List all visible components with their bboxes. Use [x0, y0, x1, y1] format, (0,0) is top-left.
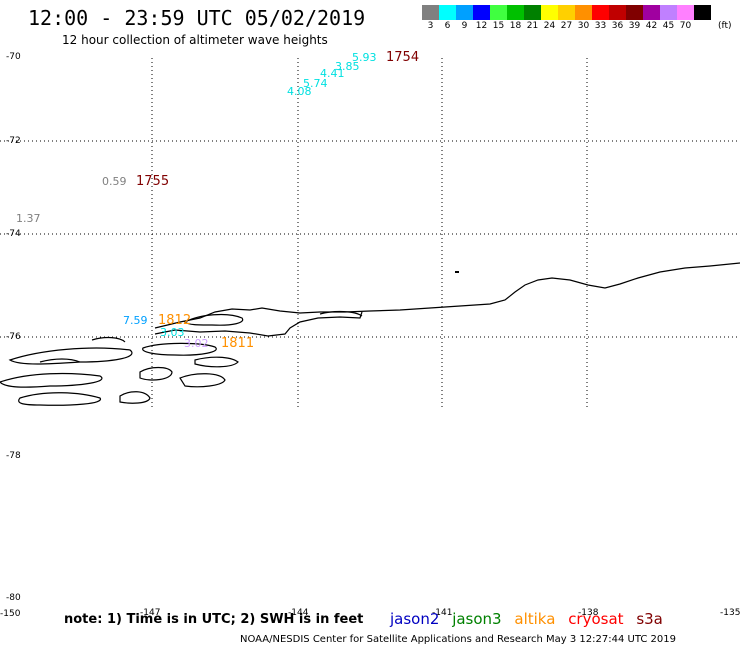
units-note: note: 1) Time is in UTC; 2) SWH is in fe… — [64, 612, 364, 627]
color-swatch — [473, 5, 490, 20]
color-swatch — [643, 5, 660, 20]
lat-label: -74 — [6, 229, 21, 239]
map-subtitle: 12 hour collection of altimeter wave hei… — [62, 33, 328, 47]
scale-label: 15 — [492, 21, 505, 31]
lat-label: -78 — [6, 451, 21, 461]
color-swatch — [524, 5, 541, 20]
wave-height-label: 3.03 — [160, 326, 185, 339]
scale-label: 30 — [577, 21, 590, 31]
coastline-main — [154, 262, 740, 329]
wave-height-label: 4.08 — [287, 85, 312, 98]
satellite-name: cryosat — [568, 610, 624, 628]
color-scale-bar — [422, 5, 711, 20]
satellite-name: altika — [514, 610, 556, 628]
scale-label: 9 — [461, 21, 468, 31]
color-swatch — [626, 5, 643, 20]
footer-credit: NOAA/NESDIS Center for Satellite Applica… — [240, 634, 676, 645]
color-swatch — [541, 5, 558, 20]
scale-label: 18 — [509, 21, 522, 31]
scale-label: 36 — [611, 21, 624, 31]
color-swatch — [660, 5, 677, 20]
scale-label: 21 — [526, 21, 539, 31]
wave-height-label: 7.59 — [123, 314, 148, 327]
island-12 — [319, 310, 363, 317]
wave-height-label: 3.85 — [335, 60, 360, 73]
wave-height-label: 5.93 — [352, 51, 377, 64]
scale-unit: (ft) — [718, 21, 732, 31]
wave-height-label: 3.02 — [184, 337, 209, 350]
lon-label: -135 — [720, 608, 740, 618]
wave-height-label: 1.37 — [16, 212, 41, 225]
lat-label: -76 — [6, 332, 21, 342]
island-3 — [8, 347, 133, 365]
island-2 — [142, 342, 217, 356]
satellite-legend: jason2 jason3 altika cryosat s3a — [390, 610, 671, 628]
color-swatch — [609, 5, 626, 20]
lon-label: -141 — [432, 608, 453, 618]
satellite-name: jason3 — [452, 610, 502, 628]
scale-label: 70 — [679, 21, 692, 31]
scale-label: 27 — [560, 21, 573, 31]
time-label: 1754 — [386, 50, 420, 65]
color-swatch — [558, 5, 575, 20]
lon-label: -144 — [288, 608, 309, 618]
time-label: 1811 — [221, 336, 255, 351]
color-swatch — [439, 5, 456, 20]
scale-label: 39 — [628, 21, 641, 31]
scale-label: 33 — [594, 21, 607, 31]
graticule — [0, 58, 740, 407]
island-10 — [39, 358, 81, 363]
scale-label: 6 — [444, 21, 451, 31]
satellite-name: jason2 — [390, 610, 440, 628]
color-swatch — [490, 5, 507, 20]
island-5 — [139, 366, 173, 381]
color-swatch — [456, 5, 473, 20]
color-swatch — [592, 5, 609, 20]
wave-height-label: 4.41 — [320, 67, 345, 80]
wave-height-label: 0.59 — [102, 175, 127, 188]
island-8 — [119, 391, 151, 404]
island-1 — [184, 313, 244, 326]
satellite-name: s3a — [636, 610, 663, 628]
map-title: 12:00 - 23:59 UTC 05/02/2019 — [28, 6, 366, 30]
color-swatch — [422, 5, 439, 20]
color-swatch — [575, 5, 592, 20]
lon-label: -138 — [578, 608, 599, 618]
color-swatch — [677, 5, 694, 20]
color-swatch — [694, 5, 711, 20]
time-label: 1755 — [136, 174, 170, 189]
scale-label: 12 — [475, 21, 488, 31]
island-9 — [91, 336, 126, 343]
lat-label: -80 — [6, 593, 21, 603]
island-4 — [0, 372, 103, 388]
lon-label: -147 — [140, 608, 161, 618]
island-7 — [18, 392, 101, 406]
scale-label: 3 — [427, 21, 434, 31]
small-island-dot — [455, 271, 459, 273]
island-6 — [179, 373, 226, 388]
lon-label: -150 — [0, 609, 21, 619]
lat-label: -70 — [6, 52, 21, 62]
island-11 — [194, 356, 239, 368]
color-swatch — [507, 5, 524, 20]
ice-shelf-inner — [154, 311, 363, 337]
coastline — [0, 262, 740, 406]
lat-label: -72 — [6, 136, 21, 146]
scale-label: 42 — [645, 21, 658, 31]
time-label: 1812 — [158, 313, 192, 328]
wave-height-label: 5.74 — [303, 77, 328, 90]
scale-label: 45 — [662, 21, 675, 31]
scale-label: 24 — [543, 21, 556, 31]
